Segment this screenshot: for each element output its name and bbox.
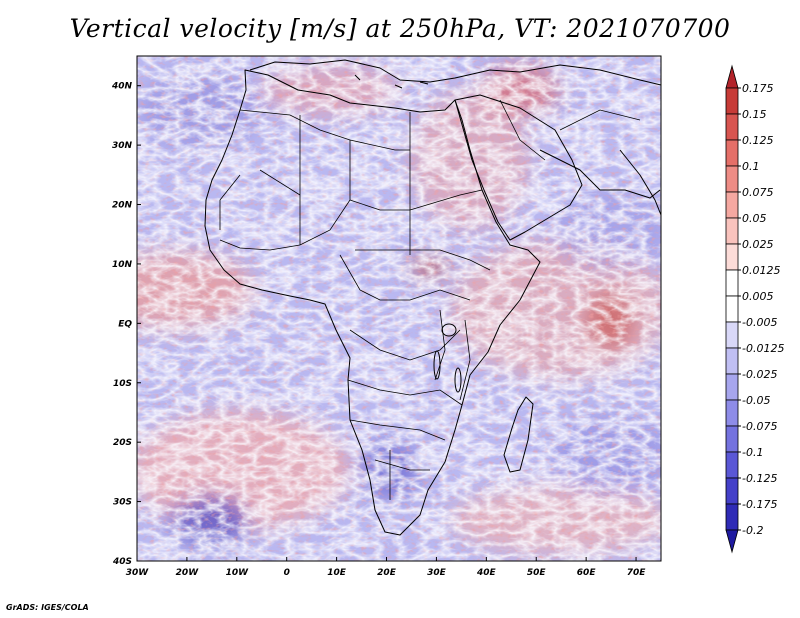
colorbar-label: -0.0125 bbox=[742, 342, 784, 355]
colorbar-label: -0.175 bbox=[742, 498, 777, 511]
colorbar-label: 0.175 bbox=[742, 82, 774, 95]
colorbar-segment bbox=[725, 295, 739, 323]
colorbar-segment bbox=[725, 191, 739, 219]
y-axis: 40N 30N 20N 10N EQ 10S 20S 30S 40S bbox=[111, 82, 141, 567]
colorbar-label: 0.005 bbox=[742, 290, 774, 303]
mediterranean-islands bbox=[354, 74, 429, 89]
colorbar-segment bbox=[725, 477, 739, 505]
colorbar-label: 0.1 bbox=[742, 160, 760, 173]
colorbar-label: -0.05 bbox=[742, 394, 770, 407]
y-tick-label: 30S bbox=[113, 498, 132, 508]
colorbar-segment bbox=[725, 269, 739, 297]
colorbar-label: -0.075 bbox=[742, 420, 777, 433]
credit-label: GrADS: IGES/COLA bbox=[6, 603, 89, 612]
x-tick-label: 10W bbox=[226, 568, 250, 578]
colorbar-label: 0.05 bbox=[742, 212, 767, 225]
colorbar-bottom-arrow bbox=[725, 529, 739, 554]
colorbar-segment bbox=[725, 347, 739, 375]
colorbar-segment bbox=[725, 165, 739, 193]
eurasia-coast bbox=[249, 59, 661, 86]
x-tick-label: 10E bbox=[327, 568, 347, 578]
arabia-coastline bbox=[454, 94, 583, 241]
x-tick-label: 0 bbox=[284, 568, 290, 578]
colorbar: 0.175 0.15 0.125 0.1 0.075 0.05 0.025 0.0125 0.0… bbox=[725, 64, 784, 554]
colorbar-label: 0.0125 bbox=[742, 264, 781, 277]
x-tick-label: 50E bbox=[527, 568, 547, 578]
colorbar-segment bbox=[725, 113, 739, 141]
field-texture-white bbox=[137, 56, 661, 561]
country-borders bbox=[219, 99, 641, 500]
colorbar-segment bbox=[725, 503, 739, 531]
plot-title: Vertical velocity [m/s] at 250hPa, VT: 2… bbox=[69, 14, 731, 43]
y-tick-label: 40S bbox=[112, 557, 132, 567]
y-tick-label: 20N bbox=[112, 201, 133, 211]
colorbar-label: -0.2 bbox=[742, 524, 763, 537]
colorbar-label: -0.1 bbox=[742, 446, 763, 459]
colorbar-segment bbox=[725, 321, 739, 349]
y-tick-label: 20S bbox=[113, 438, 132, 448]
colorbar-label: 0.075 bbox=[742, 186, 774, 199]
x-tick-label: 30E bbox=[427, 568, 447, 578]
colorbar-label: 0.125 bbox=[742, 134, 774, 147]
colorbar-label: -0.125 bbox=[742, 472, 777, 485]
colorbar-label: -0.005 bbox=[742, 316, 777, 329]
colorbar-label: 0.15 bbox=[742, 108, 767, 121]
x-tick-label: 40E bbox=[476, 568, 497, 578]
lakes bbox=[433, 323, 462, 393]
y-tick-label: 40N bbox=[111, 82, 133, 92]
colorbar-top-arrow bbox=[725, 64, 739, 89]
colorbar-segment bbox=[725, 139, 739, 167]
madagascar-coastline bbox=[503, 396, 534, 473]
colorbar-segment bbox=[725, 451, 739, 479]
y-tick-label: 10N bbox=[112, 260, 133, 270]
y-tick-label: EQ bbox=[118, 319, 132, 329]
colorbar-segment bbox=[725, 243, 739, 271]
y-tick-label: 10S bbox=[113, 379, 132, 389]
velocity-field bbox=[137, 56, 661, 561]
x-tick-label: 60E bbox=[577, 568, 597, 578]
coastlines bbox=[204, 59, 661, 536]
colorbar-segment bbox=[725, 425, 739, 453]
colorbar-label: 0.025 bbox=[742, 238, 774, 251]
x-tick-label: 70E bbox=[627, 568, 647, 578]
colorbar-segment bbox=[725, 217, 739, 245]
plot-frame bbox=[136, 55, 662, 562]
x-tick-label: 20W bbox=[176, 568, 200, 578]
india-coast bbox=[619, 149, 661, 216]
colorbar-label: -0.025 bbox=[742, 368, 777, 381]
persian-gulf-coast bbox=[539, 149, 661, 199]
colorbar-segment bbox=[725, 87, 739, 115]
x-tick-label: 30W bbox=[126, 568, 150, 578]
x-axis: 30W 20W 10W 0 10E 20E 30E 40E 50E 60E 70E bbox=[126, 557, 646, 578]
x-tick-label: 20E bbox=[377, 568, 397, 578]
colorbar-segment bbox=[725, 399, 739, 427]
colorbar-segment bbox=[725, 373, 739, 401]
y-tick-label: 30N bbox=[112, 141, 133, 151]
